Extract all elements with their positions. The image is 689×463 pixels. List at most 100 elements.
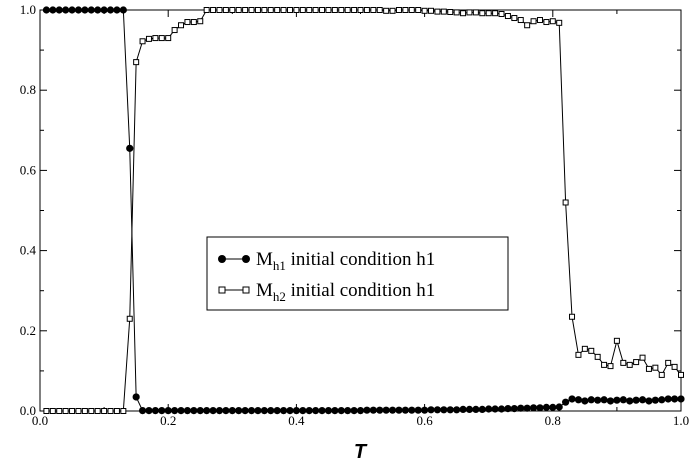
data-point: [498, 11, 505, 18]
data-point: [171, 406, 179, 415]
data-point: [81, 408, 88, 414]
data-point: [299, 406, 307, 415]
data-point: [529, 404, 538, 412]
data-point: [588, 347, 595, 354]
data-point: [549, 18, 556, 25]
x-tick-label: 0.0: [32, 413, 48, 428]
data-point: [370, 7, 377, 13]
series-h1: [42, 6, 685, 415]
data-point: [536, 17, 543, 24]
data-point: [203, 7, 210, 13]
data-point: [645, 397, 653, 405]
y-tick-label: 0.6: [20, 162, 37, 177]
legend-box: [206, 236, 509, 311]
data-point: [363, 406, 371, 414]
data-point: [324, 406, 333, 415]
data-point: [178, 22, 185, 29]
data-point: [428, 7, 435, 14]
data-point: [56, 408, 63, 414]
data-point: [318, 406, 326, 415]
data-point: [562, 199, 569, 206]
x-tick-label: 0.4: [288, 413, 305, 428]
data-point: [228, 406, 236, 415]
data-point: [49, 408, 56, 414]
data-point: [68, 6, 76, 14]
data-point: [126, 315, 133, 322]
data-point: [190, 19, 197, 26]
data-point: [254, 7, 261, 13]
data-point: [388, 406, 397, 414]
data-point: [652, 364, 659, 371]
data-point: [530, 18, 537, 25]
data-point: [254, 406, 262, 415]
legend-marker-mh1-end: [242, 255, 250, 263]
data-point: [151, 406, 159, 415]
data-point: [415, 7, 422, 13]
data-point: [555, 403, 563, 411]
data-point: [524, 22, 531, 29]
data-point: [594, 353, 601, 360]
y-tick-label: 1.0: [20, 2, 36, 17]
data-point: [293, 7, 300, 13]
data-point: [574, 396, 583, 404]
series-layer: [42, 6, 685, 415]
axis-ticks: 0.0 0.2 0.4 0.6 0.8 1.0 0.0 0.2 0.4 0.6 0.8 1.0: [20, 2, 689, 428]
data-point: [389, 7, 396, 14]
data-point: [357, 7, 364, 13]
data-point: [376, 406, 384, 414]
data-point: [203, 406, 211, 415]
data-point: [466, 9, 473, 16]
data-point: [280, 7, 287, 13]
data-point: [344, 7, 351, 13]
data-point: [651, 396, 659, 404]
data-point: [575, 351, 582, 358]
data-point: [331, 7, 338, 13]
data-point: [158, 406, 166, 415]
data-point: [543, 19, 550, 26]
y-tick-label: 0.0: [20, 403, 36, 418]
data-point: [94, 6, 102, 14]
data-point: [325, 7, 332, 13]
data-point: [350, 406, 358, 415]
data-point: [229, 7, 236, 13]
data-point: [479, 10, 486, 17]
data-point: [235, 406, 243, 415]
data-point: [632, 396, 640, 404]
data-point: [261, 7, 268, 13]
data-point: [613, 396, 621, 404]
data-point: [671, 363, 678, 370]
data-point: [113, 408, 120, 414]
data-point: [267, 406, 275, 415]
legend-marker-mh2: [218, 286, 226, 294]
legend: Mh1 initial condition h1 Mh2 initial con…: [206, 236, 509, 311]
data-point: [626, 361, 633, 368]
data-point: [292, 406, 300, 415]
data-point: [49, 6, 57, 14]
data-point: [216, 7, 223, 13]
data-point: [274, 7, 281, 13]
data-point: [556, 19, 563, 26]
data-point: [242, 7, 249, 13]
legend-label-mh2: Mh2 initial condition h1: [256, 280, 435, 304]
data-point: [497, 405, 506, 413]
data-point: [145, 35, 152, 42]
data-point: [42, 6, 51, 14]
data-point: [138, 406, 147, 415]
data-point: [581, 397, 589, 405]
data-point: [677, 395, 685, 403]
data-point: [619, 396, 627, 404]
data-point: [126, 144, 134, 152]
data-point: [510, 404, 518, 413]
legend-marker-mh1: [218, 255, 226, 263]
data-point: [427, 406, 435, 414]
data-point: [376, 7, 383, 13]
legend-label-mh1: Mh1 initial condition h1: [256, 249, 435, 273]
data-point: [133, 59, 140, 66]
data-point: [626, 397, 634, 405]
data-point: [62, 6, 70, 14]
data-point: [338, 7, 345, 13]
data-point: [101, 408, 108, 414]
data-point: [43, 408, 50, 414]
series-line-h2: [46, 9, 682, 412]
